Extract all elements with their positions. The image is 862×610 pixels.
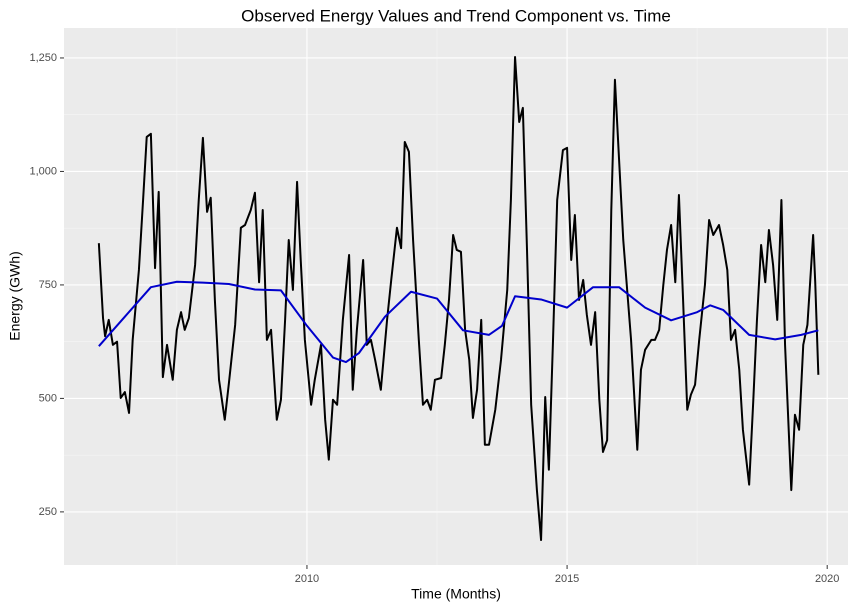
series-line [98, 280, 819, 364]
y-tick-label: 250 [39, 506, 57, 518]
y-tick-label: 1,250 [29, 52, 57, 64]
x-tick-label: 2020 [815, 573, 839, 585]
x-tick-label: 2015 [555, 573, 579, 585]
y-tick-label: 750 [39, 279, 57, 291]
series-line [97, 56, 820, 542]
plot-panel [64, 28, 848, 565]
y-tick-label: 1,000 [29, 165, 57, 177]
chart-title: Observed Energy Values and Trend Compone… [241, 6, 671, 25]
x-tick-label: 2010 [295, 573, 319, 585]
y-axis-title: Energy (GWh) [7, 251, 23, 340]
x-axis-title: Time (Months) [411, 586, 501, 602]
y-tick-label: 500 [39, 392, 57, 404]
